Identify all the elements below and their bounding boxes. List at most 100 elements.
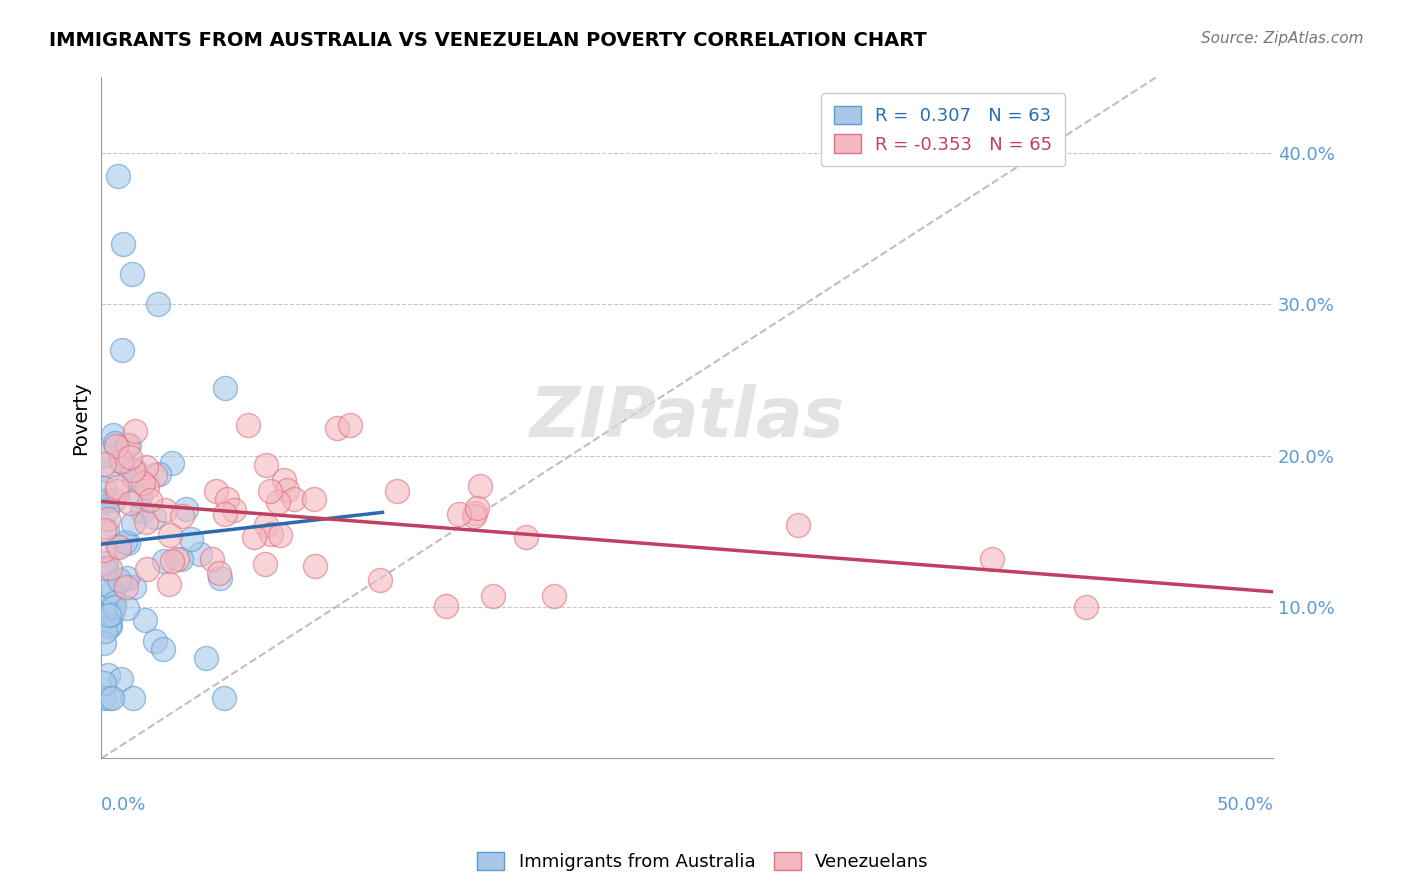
Point <box>97 667 120 681</box>
Point <box>108 540 131 554</box>
Point <box>128 489 150 503</box>
Point <box>121 462 143 476</box>
Point <box>120 496 142 510</box>
Point <box>120 450 142 464</box>
Point <box>208 571 231 585</box>
Point <box>114 580 136 594</box>
Point <box>304 559 326 574</box>
Point <box>259 484 281 499</box>
Point <box>93 481 115 495</box>
Point <box>169 552 191 566</box>
Point <box>94 624 117 639</box>
Point <box>97 512 120 526</box>
Point <box>98 618 121 632</box>
Point <box>543 589 565 603</box>
Point <box>276 483 298 498</box>
Point <box>217 492 239 507</box>
Point <box>153 554 176 568</box>
Point <box>98 561 121 575</box>
Point <box>101 607 124 622</box>
Point <box>269 528 291 542</box>
Text: IMMIGRANTS FROM AUSTRALIA VS VENEZUELAN POVERTY CORRELATION CHART: IMMIGRANTS FROM AUSTRALIA VS VENEZUELAN … <box>49 31 927 50</box>
Point <box>122 516 145 530</box>
Point <box>122 470 145 484</box>
Point <box>194 651 217 665</box>
Point <box>105 484 128 499</box>
Point <box>482 589 505 603</box>
Point <box>96 502 118 516</box>
Point <box>107 574 129 588</box>
Point <box>122 690 145 705</box>
Point <box>143 467 166 482</box>
Point <box>339 418 361 433</box>
Point <box>105 539 128 553</box>
Point <box>103 600 125 615</box>
Point <box>786 518 808 533</box>
Point <box>124 424 146 438</box>
Point <box>96 523 118 537</box>
Point <box>93 523 115 537</box>
Point <box>97 608 120 623</box>
Point <box>122 580 145 594</box>
Point <box>283 491 305 506</box>
Point <box>93 495 115 509</box>
Point <box>115 571 138 585</box>
Point <box>98 619 121 633</box>
Point <box>160 554 183 568</box>
Text: Source: ZipAtlas.com: Source: ZipAtlas.com <box>1201 31 1364 46</box>
Point <box>121 267 143 281</box>
Point <box>142 510 165 524</box>
Point <box>93 542 115 557</box>
Point <box>152 642 174 657</box>
Point <box>243 530 266 544</box>
Point <box>464 506 486 520</box>
Point <box>103 582 125 597</box>
Point <box>205 483 228 498</box>
Point <box>131 504 153 518</box>
Point <box>93 676 115 690</box>
Point <box>463 508 485 523</box>
Point <box>449 507 471 521</box>
Point <box>111 236 134 251</box>
Point <box>214 507 236 521</box>
Point <box>166 552 188 566</box>
Point <box>208 566 231 580</box>
Point <box>224 502 246 516</box>
Point <box>93 635 115 649</box>
Point <box>115 438 138 452</box>
Point <box>103 596 125 610</box>
Point <box>980 551 1002 566</box>
Point <box>254 458 277 473</box>
Point <box>103 492 125 507</box>
Point <box>103 428 125 442</box>
Point <box>153 503 176 517</box>
Point <box>212 690 235 705</box>
Point <box>93 457 115 471</box>
Point <box>93 561 115 575</box>
Point <box>468 479 491 493</box>
Point <box>157 577 180 591</box>
Point <box>96 493 118 508</box>
Point <box>115 601 138 615</box>
Text: 50.0%: 50.0% <box>1216 797 1272 814</box>
Point <box>124 463 146 477</box>
Point <box>515 530 537 544</box>
Point <box>105 480 128 494</box>
Point <box>107 169 129 183</box>
Point <box>111 455 134 469</box>
Legend: R =  0.307   N = 63, R = -0.353   N = 65: R = 0.307 N = 63, R = -0.353 N = 65 <box>821 94 1064 166</box>
Point <box>135 460 157 475</box>
Point <box>201 552 224 566</box>
Point <box>93 448 115 462</box>
Point <box>180 532 202 546</box>
Point <box>132 475 155 490</box>
Point <box>159 528 181 542</box>
Point <box>267 495 290 509</box>
Point <box>260 526 283 541</box>
Point <box>174 502 197 516</box>
Y-axis label: Poverty: Poverty <box>72 381 90 455</box>
Point <box>101 690 124 705</box>
Point <box>302 491 325 506</box>
Point <box>465 501 488 516</box>
Point <box>148 467 170 481</box>
